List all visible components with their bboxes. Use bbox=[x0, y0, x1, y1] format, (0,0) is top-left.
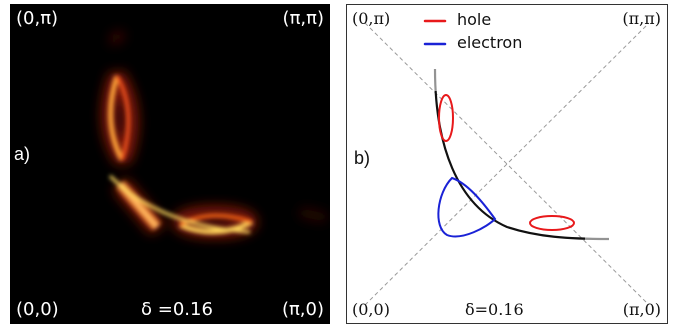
fermi-surface-diagram bbox=[364, 19, 650, 306]
panel-b-fermi-surface: (0,π) (π,π) (0,0) (π,0) b) δ=0.16 hole e… bbox=[346, 4, 668, 324]
corner-label-bottom-right: (π,0) bbox=[622, 300, 661, 319]
right-ellipse-bottom bbox=[179, 219, 254, 235]
corner-label-bottom-left: (0,0) bbox=[16, 299, 59, 320]
electron-pocket bbox=[437, 176, 497, 238]
panel-b-label: b) bbox=[354, 148, 371, 168]
corner-label-top-right: (π,π) bbox=[282, 8, 324, 29]
panel-a-label: a) bbox=[14, 144, 31, 164]
delta-label-a: δ =0.16 bbox=[141, 299, 213, 320]
corner-label-top-left: (0,π) bbox=[352, 9, 391, 28]
hole-pocket-right bbox=[529, 215, 575, 231]
corner-label-bottom-right: (π,0) bbox=[281, 299, 324, 320]
diagonal-line-2 bbox=[364, 22, 650, 306]
right-ellipse-top bbox=[179, 213, 253, 227]
spectral-intensity-map bbox=[101, 31, 328, 238]
corner-label-bottom-left: (0,0) bbox=[352, 300, 390, 319]
upper-arc-left bbox=[108, 75, 125, 162]
legend-electron-label: electron bbox=[457, 33, 523, 52]
corner-label-top-right: (π,π) bbox=[622, 9, 661, 28]
hole-pocket-upper bbox=[438, 94, 454, 142]
upper-arc-right bbox=[115, 75, 131, 161]
panel-a-spectral-map: (0,π) (π,π) (0,0) (π,0) a) δ =0.16 bbox=[10, 4, 330, 324]
delta-label-b: δ=0.16 bbox=[465, 300, 524, 319]
corner-label-top-left: (0,π) bbox=[16, 8, 59, 29]
diagonal-line-1 bbox=[364, 22, 650, 306]
fermi-surface-arc bbox=[433, 68, 610, 241]
legend-hole-label: hole bbox=[457, 10, 492, 29]
